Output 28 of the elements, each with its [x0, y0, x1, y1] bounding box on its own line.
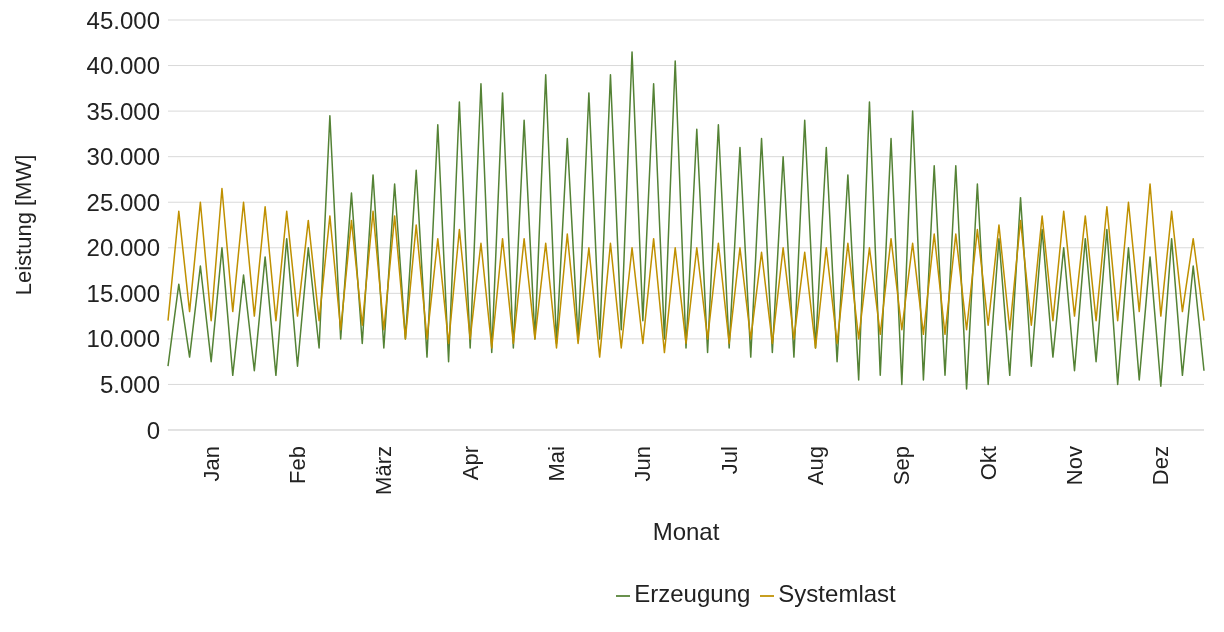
legend-label: Systemlast	[778, 580, 896, 607]
x-tick-label: Jan	[198, 446, 224, 482]
y-axis-title: Leistung [MW]	[10, 154, 36, 296]
x-axis-title: Monat	[652, 518, 720, 545]
y-tick-label: 15.000	[86, 279, 160, 307]
y-tick-label: 40.000	[86, 52, 160, 80]
line-series	[167, 51, 1205, 390]
x-tick-label: Nov	[1062, 446, 1087, 486]
x-tick-label: Dez	[1148, 446, 1174, 486]
y-tick-label: 0	[146, 416, 160, 444]
line-series	[167, 183, 1205, 358]
y-tick-label: 10.000	[86, 325, 160, 353]
x-tick-label: Sep	[889, 446, 915, 486]
x-tick-label: Mai	[544, 446, 569, 482]
x-tick-label: Feb	[285, 446, 310, 484]
legend-label: Erzeugung	[634, 580, 751, 607]
y-tick-label: 35.000	[86, 97, 160, 125]
x-tick-label: Apr	[457, 446, 483, 481]
x-tick-label: Jun	[630, 446, 656, 482]
x-tick-label: Okt	[975, 446, 1001, 481]
y-tick-label: 25.000	[86, 188, 160, 216]
x-tick-label: Jul	[716, 446, 742, 475]
x-tick-label: Aug	[803, 446, 828, 486]
y-tick-label: 20.000	[86, 234, 160, 262]
x-tick-label: März	[371, 446, 397, 495]
y-tick-label: 45.000	[86, 6, 160, 34]
y-tick-label: 30.000	[86, 143, 160, 171]
y-tick-label: 5.000	[99, 370, 160, 398]
